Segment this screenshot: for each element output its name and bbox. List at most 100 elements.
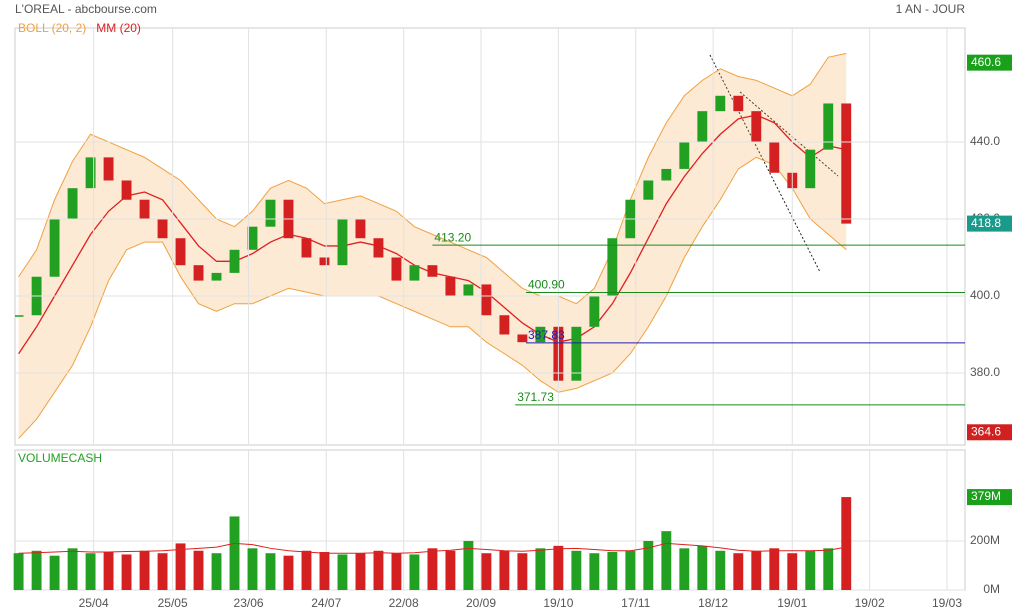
volume-bar	[823, 548, 834, 590]
candle	[643, 180, 654, 200]
volume-bar	[733, 553, 744, 590]
volume-bar	[715, 550, 726, 590]
candle	[103, 157, 114, 181]
candle	[517, 334, 528, 343]
candle	[679, 141, 690, 169]
price-marker-label: 364.6	[971, 424, 1001, 438]
volume-bar	[499, 550, 510, 590]
candle	[319, 257, 330, 266]
candle	[193, 265, 204, 281]
candle	[805, 149, 816, 189]
candle	[247, 226, 258, 250]
volume-title: VOLUMECASH	[18, 451, 102, 465]
level-label: 413.20	[434, 230, 471, 244]
x-tick-label: 18/12	[698, 596, 728, 610]
x-tick-label: 19/01	[777, 596, 807, 610]
candle	[49, 218, 60, 277]
candle	[265, 199, 276, 227]
bollinger-upper	[18, 52, 847, 305]
candle	[571, 326, 582, 381]
level-label: 400.90	[528, 278, 565, 292]
chart-title: L'OREAL - abcbourse.com	[15, 2, 157, 16]
volume-bar	[247, 548, 258, 590]
x-tick-label: 17/11	[621, 596, 650, 610]
volume-bar	[355, 553, 366, 590]
candle	[409, 265, 420, 281]
volume-bar	[409, 554, 420, 590]
volume-bar	[751, 550, 762, 590]
price-marker	[967, 489, 1012, 506]
candle	[715, 95, 726, 112]
price-marker	[967, 54, 1012, 71]
y-tick-label: 440.0	[970, 134, 1000, 148]
x-tick-label: 24/07	[311, 596, 341, 610]
volume-bar	[553, 545, 564, 590]
volume-bar	[211, 553, 222, 590]
y-tick-label: 0M	[983, 582, 1000, 596]
candle	[697, 111, 708, 142]
volume-bar	[67, 548, 78, 590]
trend-line	[739, 91, 839, 177]
volume-bar	[841, 497, 852, 590]
volume-bar	[265, 553, 276, 590]
candle	[751, 111, 762, 142]
price-marker	[967, 215, 1012, 232]
candle	[175, 238, 186, 266]
volume-bar	[283, 555, 294, 590]
volume-bar	[13, 553, 24, 590]
candle	[373, 238, 384, 258]
candle	[67, 188, 78, 219]
level-label: 371.73	[517, 390, 554, 404]
candle	[841, 103, 852, 224]
volume-bar	[103, 551, 114, 590]
x-tick-label: 20/09	[466, 596, 496, 610]
candle	[463, 284, 474, 296]
volume-bar	[31, 550, 42, 590]
volume-bar	[319, 551, 330, 590]
volume-bar	[625, 550, 636, 590]
candle	[733, 95, 744, 112]
volume-bar	[391, 553, 402, 590]
volume-bar	[481, 553, 492, 590]
candle	[229, 249, 240, 273]
x-tick-label: 23/06	[234, 596, 264, 610]
volume-bar	[589, 553, 600, 590]
price-marker-label: 460.6	[971, 55, 1001, 69]
candle	[661, 168, 672, 181]
legend-entry: BOLL (20, 2)	[18, 21, 86, 35]
x-tick-label: 22/08	[389, 596, 419, 610]
bollinger-lower	[18, 156, 847, 439]
volume-bar	[301, 550, 312, 590]
volume-bar	[571, 550, 582, 590]
bollinger-area	[18, 53, 847, 439]
volume-bar	[193, 550, 204, 590]
volume-bar	[661, 531, 672, 590]
volume-bar	[679, 548, 690, 590]
candle	[427, 265, 438, 277]
volume-bar	[445, 550, 456, 590]
volume-bar	[643, 540, 654, 590]
period: 1 AN - JOUR	[896, 2, 966, 16]
candle	[85, 157, 96, 189]
volume-bar	[805, 550, 816, 590]
x-tick-label: 19/02	[855, 596, 885, 610]
volume-bar	[769, 548, 780, 590]
candle	[445, 276, 456, 296]
candle	[337, 218, 348, 266]
level-label: 387.83	[528, 328, 565, 342]
candle	[121, 180, 132, 200]
candle	[535, 326, 546, 343]
volume-bar	[517, 553, 528, 590]
candle	[157, 218, 168, 239]
candle	[139, 199, 150, 219]
volume-bar	[607, 551, 618, 590]
volume-bar	[139, 550, 150, 590]
candle	[211, 272, 222, 281]
volume-bar	[85, 553, 96, 590]
x-tick-label: 19/03	[932, 596, 962, 610]
candle	[355, 218, 366, 239]
candle	[589, 295, 600, 327]
volume-bar	[175, 543, 186, 590]
volume-bar	[427, 548, 438, 590]
price-marker-label: 418.8	[971, 216, 1001, 230]
